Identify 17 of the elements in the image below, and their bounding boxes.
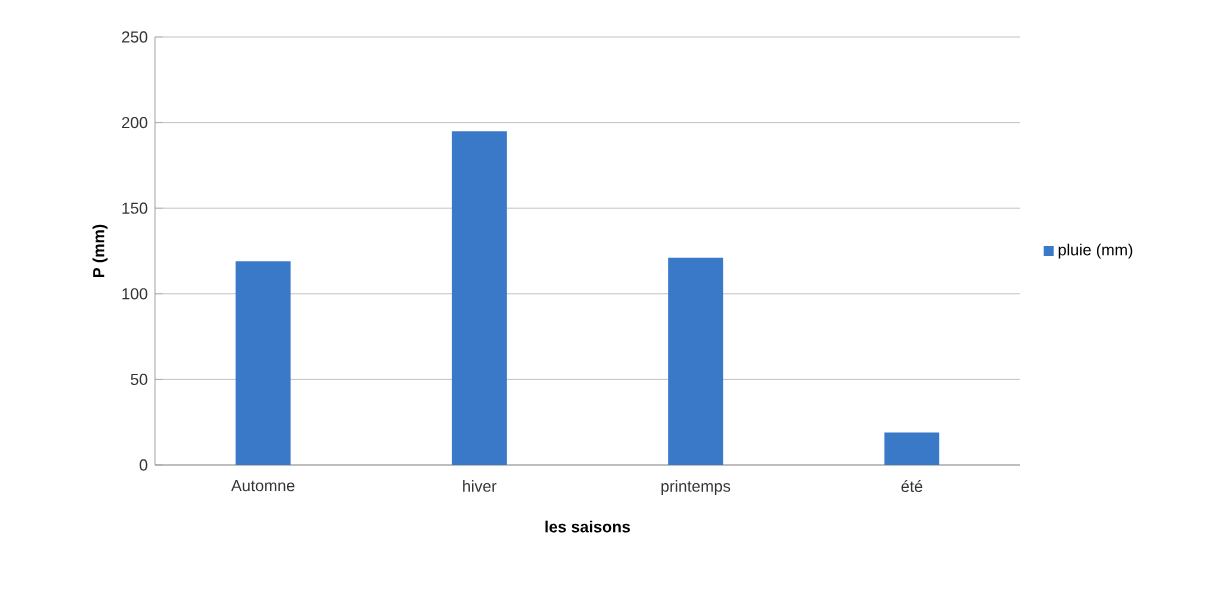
x-tick-label: printemps xyxy=(661,480,731,495)
y-tick-label: 200 xyxy=(122,116,148,129)
bar xyxy=(235,261,291,465)
x-tick-label: Automne xyxy=(231,480,295,492)
y-tick-label: 150 xyxy=(122,202,148,214)
legend-label: pluie (mm) xyxy=(1058,243,1133,259)
y-tick-label: 100 xyxy=(122,288,148,300)
bar xyxy=(884,432,940,465)
x-tick-label: été xyxy=(901,480,923,492)
x-axis-title: les saisons xyxy=(545,520,630,533)
bar xyxy=(451,131,507,465)
y-axis-title: P (mm) xyxy=(92,224,108,278)
y-tick-label: 0 xyxy=(139,459,148,471)
x-tick-label: hiver xyxy=(463,480,497,492)
y-tick-label: 250 xyxy=(122,31,148,43)
y-tick-label: 50 xyxy=(130,373,148,386)
bar xyxy=(668,257,724,465)
